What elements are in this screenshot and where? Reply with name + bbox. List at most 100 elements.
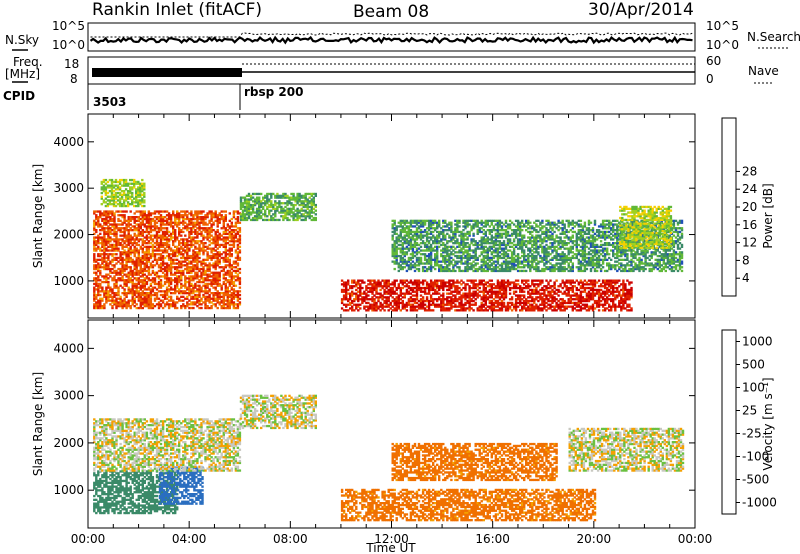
power-cell	[218, 301, 221, 304]
power-cell	[188, 280, 191, 284]
power-cell	[245, 211, 249, 214]
power-cell	[129, 190, 132, 193]
power-cell	[210, 256, 213, 260]
power-cell	[112, 195, 116, 198]
power-cell	[125, 210, 128, 213]
power-cell	[126, 203, 130, 206]
power-cell	[206, 232, 209, 235]
power-cell	[216, 254, 219, 258]
power-cell	[190, 243, 193, 247]
power-cell	[121, 227, 124, 230]
power-cell	[99, 232, 102, 235]
power-cell	[157, 303, 161, 306]
power-cell	[141, 293, 144, 297]
power-cell	[498, 296, 502, 299]
power-cell	[153, 249, 157, 252]
power-cell	[238, 271, 242, 274]
power-cell	[120, 190, 124, 193]
power-cell	[474, 301, 477, 305]
power-cell	[304, 215, 307, 218]
power-cell	[165, 273, 169, 276]
power-cell	[196, 295, 199, 298]
power-cell	[393, 219, 396, 222]
nsky-trace	[89, 35, 693, 45]
power-cell	[204, 229, 207, 232]
power-cell	[624, 283, 627, 286]
power-cell	[163, 243, 167, 247]
power-cell	[169, 273, 173, 276]
power-cell	[169, 299, 173, 302]
power-cell	[109, 260, 112, 263]
power-cell	[113, 234, 116, 237]
power-cell	[192, 288, 195, 291]
power-cell	[214, 245, 217, 248]
power-cell	[220, 288, 223, 291]
power-cell	[117, 277, 120, 280]
station-title: Rankin Inlet (fitACF)	[92, 0, 262, 20]
power-cell	[137, 273, 140, 276]
power-cell	[218, 221, 221, 224]
power-cell	[137, 295, 140, 298]
power-cell	[124, 178, 128, 182]
power-cell	[202, 301, 205, 304]
power-cell	[125, 306, 128, 310]
power-cell	[145, 249, 149, 252]
power-cell	[202, 234, 205, 237]
power-cell	[93, 271, 96, 274]
power-cell	[161, 219, 165, 222]
power-cell	[153, 299, 157, 302]
power-cell	[210, 242, 213, 245]
power-cell	[216, 284, 219, 287]
power-cell	[302, 205, 305, 209]
power-cell	[126, 204, 130, 208]
power-cell	[176, 277, 179, 280]
power-cell	[147, 267, 151, 271]
power-cell	[559, 298, 562, 301]
power-cell	[196, 256, 199, 260]
power-cell	[243, 202, 247, 205]
power-cell	[208, 254, 211, 258]
power-cell	[514, 290, 518, 293]
power-cell	[498, 281, 502, 284]
power-cell	[147, 247, 151, 250]
power-cell	[224, 279, 227, 282]
power-cell	[147, 227, 151, 230]
power-cell	[210, 217, 213, 221]
power-cell	[178, 266, 181, 269]
power-cell	[123, 217, 126, 221]
power-cell	[129, 178, 132, 182]
power-cell	[239, 215, 243, 218]
power-cell	[176, 214, 179, 217]
power-cell	[113, 279, 116, 282]
power-cell	[149, 293, 153, 297]
power-cell	[176, 251, 179, 254]
power-cell	[129, 266, 132, 269]
power-cell	[200, 212, 203, 215]
power-cell	[104, 197, 108, 200]
power-cell	[234, 251, 238, 254]
power-cell	[212, 262, 215, 265]
power-cell	[296, 207, 299, 210]
power-cell	[165, 251, 169, 254]
power-cell	[302, 200, 305, 203]
power-cell	[129, 229, 132, 232]
power-cell	[111, 249, 114, 252]
power-cell	[155, 260, 159, 263]
power-cell	[113, 247, 116, 250]
power-cell	[228, 290, 231, 293]
power-cell	[174, 279, 177, 282]
power-cell	[284, 202, 287, 205]
power-cell	[206, 256, 209, 260]
power-cell	[208, 219, 211, 222]
power-cell	[169, 286, 173, 289]
power-cell	[145, 275, 149, 278]
power-cell	[182, 219, 185, 222]
power-cell	[163, 297, 167, 300]
power-cell	[141, 267, 144, 271]
power-cell	[243, 205, 247, 209]
power-cell	[97, 277, 100, 280]
power-cell	[234, 306, 238, 310]
power-cell	[151, 271, 155, 274]
power-cell	[101, 305, 104, 308]
power-cell	[260, 200, 263, 203]
